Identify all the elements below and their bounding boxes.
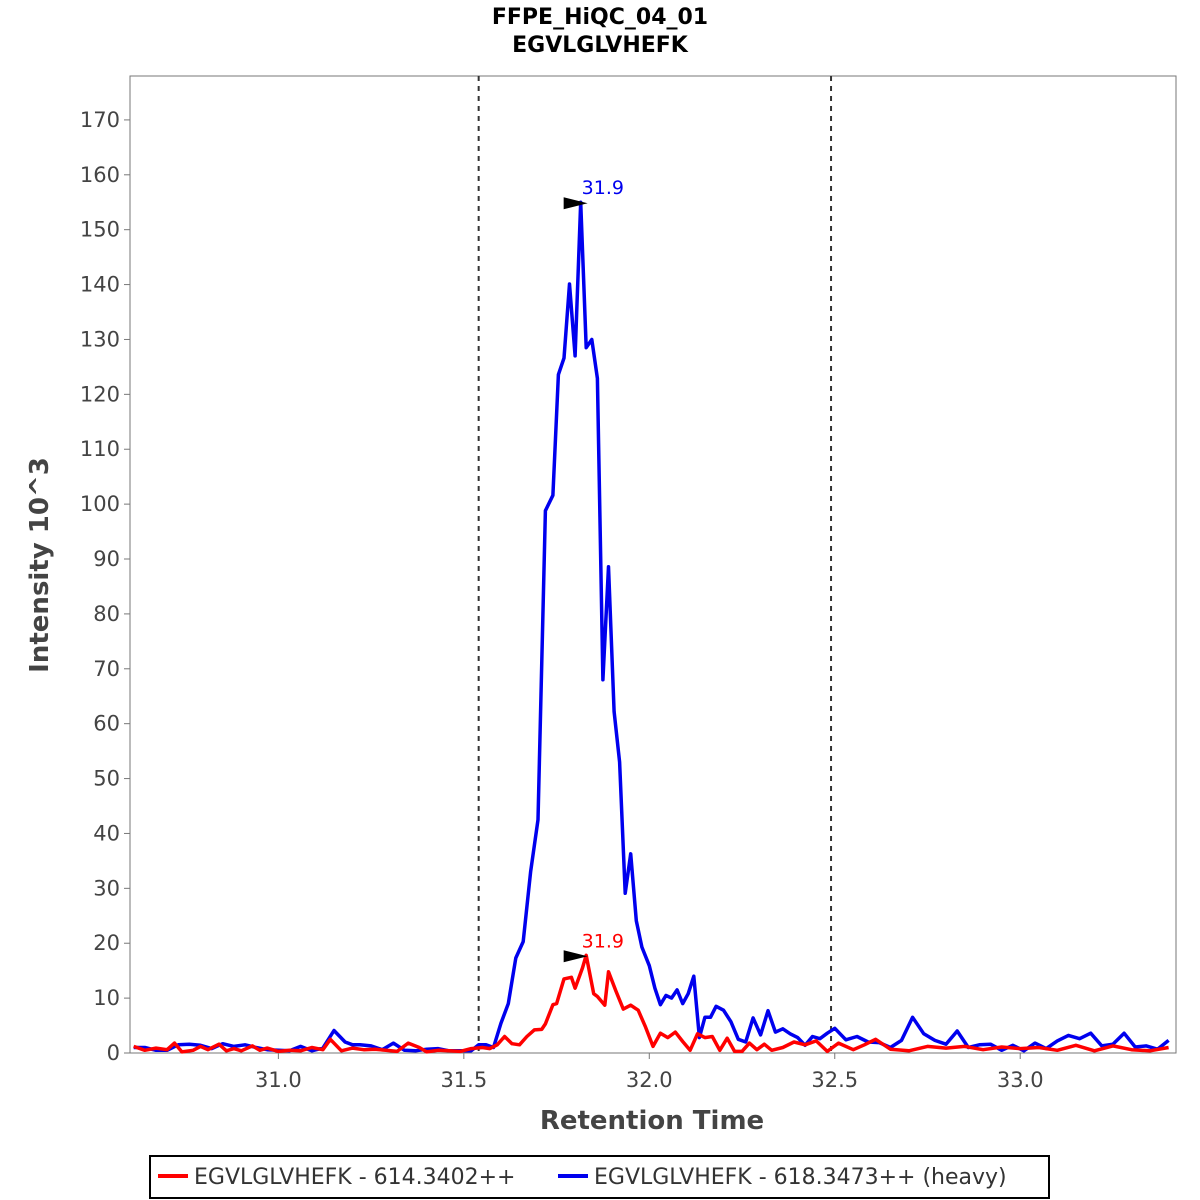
x-tick-label: 31.0: [255, 1068, 302, 1092]
peak-arrow: [563, 197, 588, 210]
x-tick-label: 31.5: [440, 1068, 487, 1092]
plot-area: [129, 75, 1177, 1054]
y-tick-label: 0: [107, 1041, 120, 1065]
y-tick-label: 30: [93, 876, 120, 900]
peak-boundaries: [477, 76, 833, 1053]
chart-title: FFPE_HiQC_04_01: [492, 5, 708, 30]
y-tick-label: 110: [80, 437, 120, 461]
y-tick-label: 60: [93, 712, 120, 736]
legend-entry-heavy: EGVLGLVHEFK - 618.3473++ (heavy): [594, 1165, 1007, 1190]
y-tick-label: 10: [93, 986, 120, 1010]
y-tick-label: 90: [93, 547, 120, 571]
y-tick-label: 80: [93, 602, 120, 626]
y-tick-label: 160: [80, 163, 120, 187]
y-tick-label: 140: [80, 273, 120, 297]
y-tick-label: 150: [80, 218, 120, 242]
x-tick-label: 33.0: [997, 1068, 1044, 1092]
series-line-heavy: [133, 200, 1170, 1053]
legend-box: [149, 1155, 1050, 1199]
legend: EGVLGLVHEFK - 614.3402++ EGVLGLVHEFK - 6…: [149, 1155, 1050, 1199]
peak-annotations: 31.9 31.9: [563, 177, 624, 963]
series-layer: [133, 200, 1170, 1054]
chart-subtitle: EGVLGLVHEFK: [512, 33, 689, 58]
y-tick-label: 40: [93, 821, 120, 845]
y-axis-label: Intensity 10^3: [25, 457, 55, 673]
y-tick-label: 70: [93, 657, 120, 681]
y-tick-label: 120: [80, 382, 120, 406]
legend-entry-light: EGVLGLVHEFK - 614.3402++: [194, 1165, 515, 1190]
y-tick-label: 100: [80, 492, 120, 516]
y-tick-label: 50: [93, 767, 120, 791]
peak-label: 31.9: [582, 930, 624, 952]
series-line-light: [133, 953, 1169, 1054]
x-tick-label: 32.0: [626, 1068, 673, 1092]
y-axis: 0 10 20 30 40 50 60 70 80 90 100 110 120 130 140 150 160…: [80, 108, 130, 1065]
y-tick-label: 20: [93, 931, 120, 955]
x-tick-label: 32.5: [811, 1068, 858, 1092]
peak-label: 31.9: [582, 177, 624, 199]
x-axis: 31.0 31.5 32.0 32.5 33.0: [255, 1053, 1044, 1092]
peak-arrow: [563, 950, 588, 963]
x-axis-label: Retention Time: [540, 1106, 764, 1136]
y-tick-label: 130: [80, 327, 120, 351]
y-tick-label: 170: [80, 108, 120, 132]
